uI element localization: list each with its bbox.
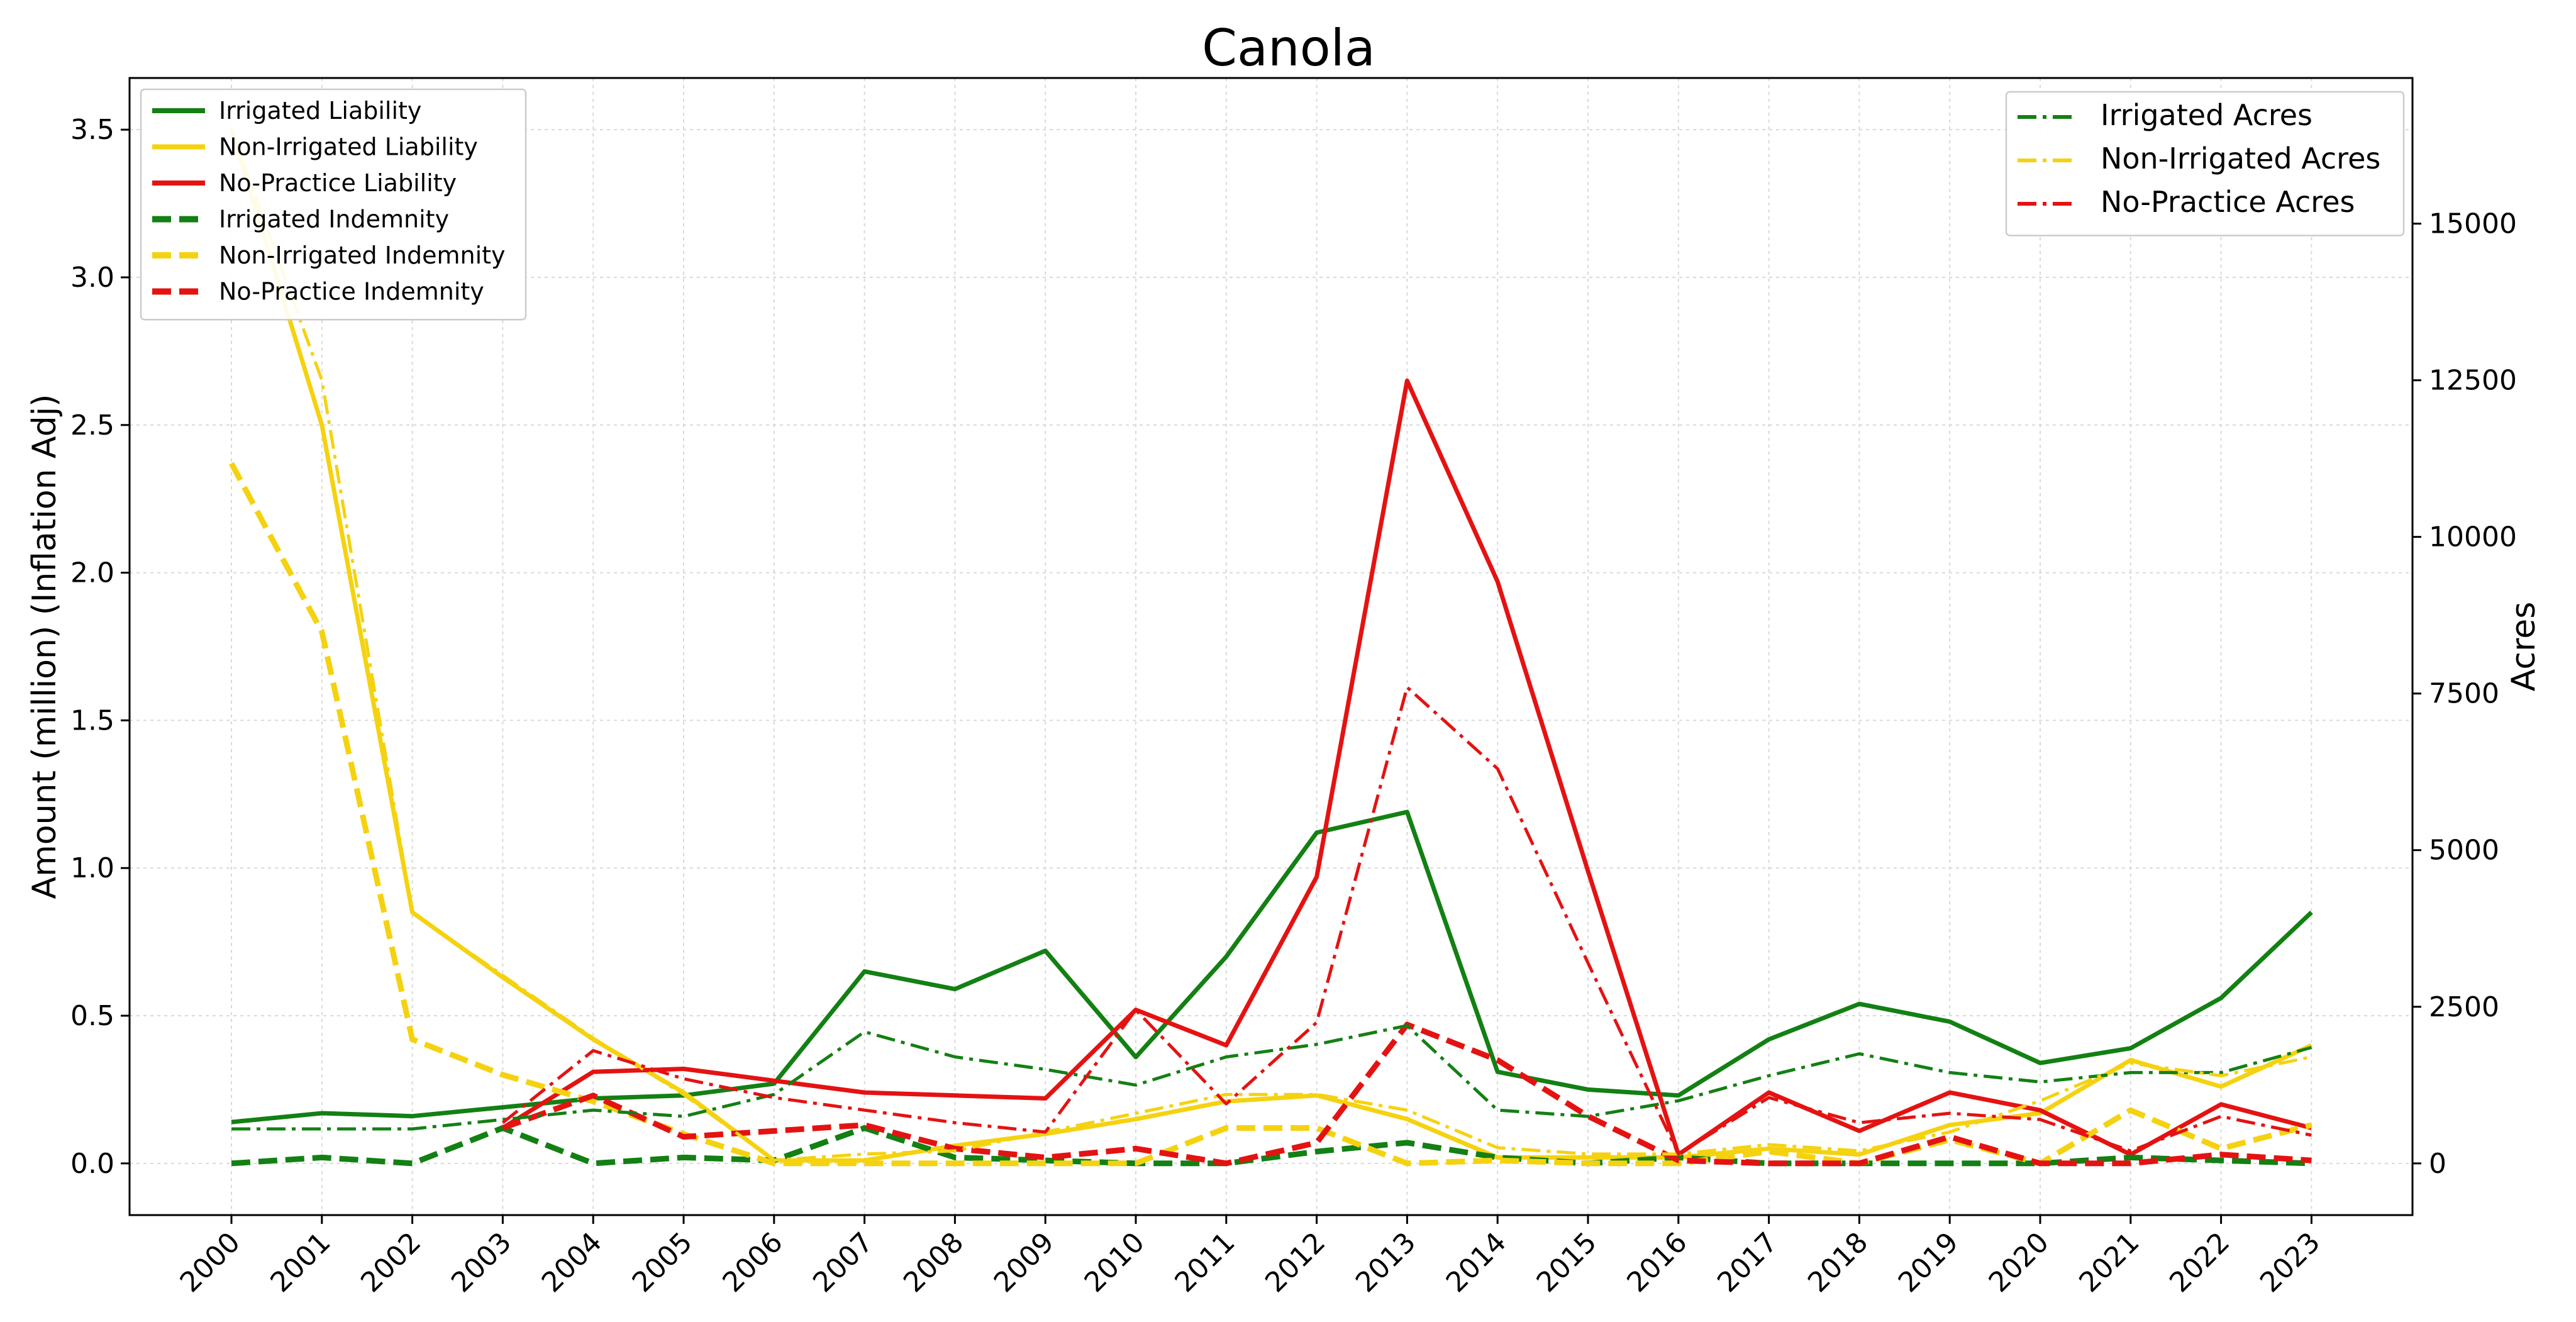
- series-line-irrigated-indemnity: [231, 1125, 2312, 1167]
- x-tick-label: 2012: [1259, 1226, 1331, 1299]
- legend-left: Irrigated Liability Non-Irrigated Liabili…: [140, 88, 527, 321]
- x-tick-label: 2010: [1079, 1226, 1151, 1299]
- legend-label: Non-Irrigated Liability: [219, 133, 478, 161]
- y-axis-right: 0 2500 5000 7500 10000 12500 15000: [2412, 208, 2517, 1180]
- x-tick-label: 2023: [2254, 1226, 2326, 1299]
- x-tick-label: 2002: [355, 1226, 427, 1299]
- x-tick-label: 2016: [1621, 1226, 1693, 1299]
- y-tick-label: 2.5: [70, 409, 114, 442]
- y2-tick-label: 0: [2429, 1148, 2446, 1180]
- legend-label: Irrigated Indemnity: [219, 206, 449, 233]
- series-line-non-irrigated-indemnity: [229, 462, 2312, 1167]
- y-tick-label: 0.5: [70, 1000, 114, 1032]
- y-tick-label: 3.0: [70, 262, 114, 294]
- series-line-irrigated-liability: [231, 809, 2313, 1125]
- legend-label: Irrigated Liability: [219, 97, 421, 125]
- y-tick-label: 1.0: [70, 852, 114, 884]
- series-layer: [229, 129, 2313, 1167]
- x-tick-label: 2017: [1711, 1226, 1784, 1299]
- y2-tick-label: 2500: [2429, 991, 2499, 1023]
- y-tick-label: 0.0: [70, 1148, 114, 1180]
- x-tick-label: 2006: [716, 1226, 789, 1299]
- x-axis: 2000 2001 2002 2003 2004 2005 2006 2007 2008 2009…: [174, 1215, 2326, 1299]
- y-tick-label: 3.5: [70, 114, 114, 146]
- x-tick-label: 2003: [445, 1226, 518, 1299]
- x-tick-label: 2014: [1440, 1226, 1513, 1299]
- x-tick-label: 2013: [1350, 1226, 1422, 1299]
- y2-tick-label: 15000: [2429, 208, 2517, 240]
- grid: [130, 78, 2412, 1215]
- legend-box: [140, 88, 527, 321]
- legend-label: Irrigated Acres: [2101, 98, 2312, 132]
- x-tick-label: 2022: [2163, 1226, 2236, 1299]
- chart-title: Canola: [1202, 19, 1375, 77]
- legend-label: Non-Irrigated Indemnity: [219, 242, 506, 269]
- series-line-no-practice-acres: [501, 686, 2312, 1156]
- x-tick-label: 2011: [1169, 1226, 1241, 1299]
- y-tick-label: 2.0: [70, 557, 114, 589]
- x-tick-label: 2001: [264, 1226, 336, 1299]
- series-line-non-irrigated-liability: [229, 129, 2312, 1163]
- x-tick-label: 2018: [1802, 1226, 1874, 1299]
- legend-label: No-Practice Indemnity: [219, 278, 484, 306]
- x-tick-label: 2015: [1531, 1226, 1603, 1299]
- legend-label: No-Practice Liability: [219, 169, 457, 197]
- y2-tick-label: 10000: [2429, 521, 2517, 553]
- y-tick-label: 1.5: [70, 704, 114, 736]
- legend-label: Non-Irrigated Acres: [2101, 142, 2380, 175]
- x-tick-label: 2000: [174, 1226, 247, 1299]
- x-tick-label: 2007: [807, 1226, 879, 1299]
- x-tick-label: 2020: [1983, 1226, 2055, 1299]
- y2-tick-label: 7500: [2429, 678, 2499, 710]
- legend-label: No-Practice Acres: [2101, 185, 2355, 219]
- legend-right: Irrigated Acres Non-Irrigated Acres No-Pra…: [2005, 91, 2405, 236]
- legend-box: [2005, 91, 2405, 236]
- x-tick-label: 2008: [897, 1226, 970, 1299]
- x-tick-label: 2021: [2073, 1226, 2145, 1299]
- x-tick-label: 2019: [1892, 1226, 1965, 1299]
- x-tick-label: 2004: [536, 1226, 608, 1299]
- x-tick-label: 2009: [988, 1226, 1060, 1299]
- plot-frame: [128, 77, 2414, 1216]
- y-axis-left: 0.0 0.5 1.0 1.5 2.0 2.5 3.0 3.5: [70, 114, 130, 1180]
- x-tick-label: 2005: [626, 1226, 699, 1299]
- y2-tick-label: 5000: [2429, 835, 2499, 867]
- y2-tick-label: 12500: [2429, 365, 2517, 397]
- series-line-no-practice-liability: [501, 378, 2312, 1157]
- y-axis-title: Amount (million) (Inflation Adj): [26, 394, 64, 899]
- y2-axis-title: Acres: [2505, 602, 2543, 692]
- series-line-irrigated-acres: [231, 1024, 2312, 1131]
